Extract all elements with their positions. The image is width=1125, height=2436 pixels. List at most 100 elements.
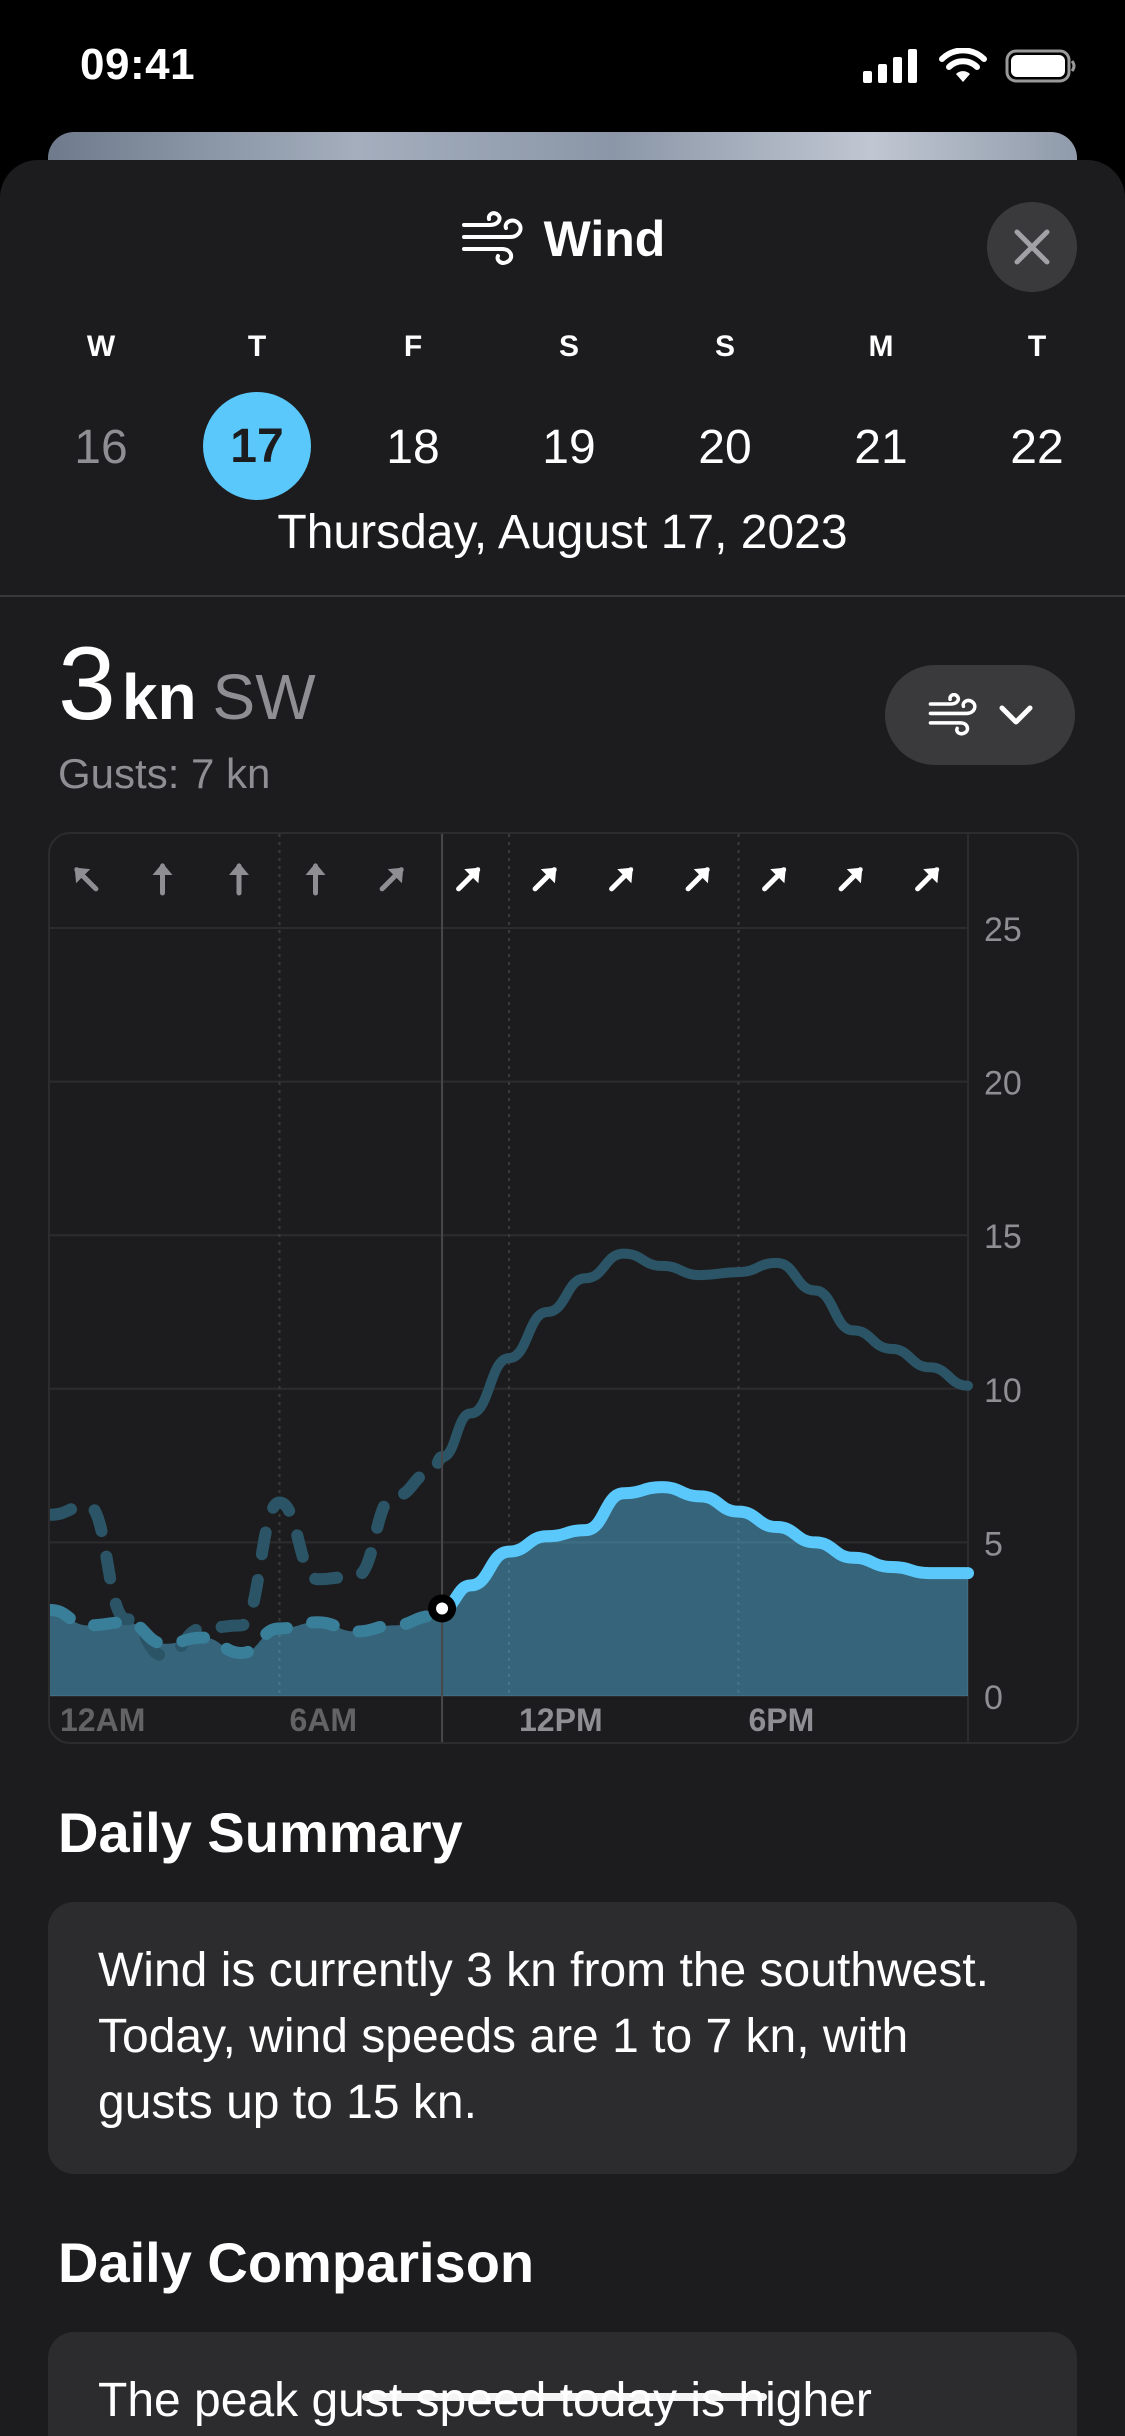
day-column[interactable]: S 20	[670, 330, 780, 474]
daily-summary-text: Wind is currently 3 kn from the southwes…	[98, 1944, 989, 2129]
arrow-head	[846, 867, 863, 884]
x-tick-label: 6AM	[290, 1702, 358, 1738]
daily-comparison-text: The peak gust speed today is higher	[98, 2374, 872, 2427]
current-unit: kn	[121, 661, 197, 733]
direction-arrow-icon	[609, 867, 634, 892]
day-number: 22	[1010, 420, 1064, 474]
direction-arrow-icon	[305, 863, 326, 896]
day-number-wrap: 22	[982, 392, 1092, 502]
day-number: 16	[74, 420, 128, 474]
direction-arrow-icon	[762, 867, 787, 892]
y-tick-label: 10	[984, 1372, 1022, 1410]
full-date: Thursday, August 17, 2023	[277, 506, 848, 559]
metric-selector-button[interactable]	[885, 665, 1075, 765]
current-speed: 3	[58, 626, 116, 742]
day-number-wrap: 18	[358, 392, 468, 502]
y-tick-label: 15	[984, 1218, 1022, 1256]
x-tick-label: 6PM	[749, 1702, 815, 1738]
sheet-title: Wind	[543, 211, 666, 267]
day-of-week: S	[714, 330, 735, 363]
current-gusts: Gusts: 7 kn	[58, 750, 271, 797]
direction-arrow-icon	[379, 867, 404, 892]
y-tick-label: 5	[984, 1525, 1003, 1563]
wifi-icon	[939, 48, 987, 82]
x-tick-label: 12PM	[519, 1702, 603, 1738]
status-bar: 09:41	[0, 0, 1125, 130]
daily-summary-title: Daily Summary	[58, 1801, 463, 1864]
arrow-head	[152, 863, 173, 875]
day-number: 20	[698, 420, 752, 474]
status-icons	[863, 48, 1077, 84]
wind-icon	[461, 211, 523, 265]
y-tick-label: 20	[984, 1065, 1022, 1103]
arrow-head	[229, 863, 249, 875]
daily-comparison-card: The peak gust speed today is higher	[48, 2332, 1077, 2436]
day-of-week: S	[558, 330, 579, 363]
day-column-selected[interactable]: T 17	[202, 330, 312, 500]
wind-icon	[928, 693, 977, 736]
current-direction: SW	[212, 661, 316, 733]
day-number: 19	[542, 420, 596, 474]
day-of-week: T	[247, 330, 267, 363]
wind-sheet: Wind W 16 T 17 F 18 S 19 S 20 M	[0, 160, 1125, 2436]
current-wind-row: 3 kn SW	[58, 632, 316, 736]
sheet-header: Wind	[0, 160, 1125, 292]
direction-arrow-icon	[915, 867, 940, 892]
daily-comparison-title: Daily Comparison	[58, 2231, 535, 2294]
arrow-head	[540, 867, 557, 884]
arrow-head	[693, 867, 710, 884]
day-number-wrap: 21	[826, 392, 936, 502]
day-of-week: M	[868, 330, 894, 363]
chevron-down-icon	[999, 705, 1033, 725]
arrow-head	[74, 867, 91, 884]
text-highlight-bar	[362, 2393, 767, 2401]
x-tick-label: 12AM	[60, 1702, 145, 1738]
cellular-signal-icon	[863, 49, 917, 83]
day-of-week: T	[1027, 330, 1047, 363]
speed-area	[50, 1487, 968, 1696]
day-column[interactable]: M 21	[826, 330, 936, 474]
direction-arrow-icon	[456, 867, 481, 892]
battery-icon	[1005, 49, 1076, 83]
arrow-head	[305, 863, 326, 875]
close-icon	[1014, 229, 1050, 265]
arrow-head	[387, 867, 404, 884]
wind-chart[interactable]: 25 20 15 10 5 0 12AM 6AM 12PM 6PM	[48, 832, 1079, 1744]
selected-day-indicator: 17	[203, 392, 311, 500]
wind-chart-svg: 25 20 15 10 5 0 12AM 6AM 12PM 6PM	[50, 834, 1022, 1742]
gust-line	[437, 1248, 973, 1463]
current-conditions: 3 kn SW Gusts: 7 kn	[58, 632, 316, 798]
daily-summary-card: Wind is currently 3 kn from the southwes…	[48, 1902, 1077, 2174]
day-column[interactable]: W 16	[46, 330, 156, 474]
now-marker-inner	[436, 1602, 449, 1615]
direction-arrow-icon	[685, 867, 710, 892]
y-tick-label: 25	[984, 911, 1022, 949]
arrow-head	[617, 867, 633, 884]
day-number: 18	[386, 420, 440, 474]
y-tick-label: 0	[984, 1679, 1003, 1717]
arrow-head	[770, 867, 786, 884]
direction-arrow-icon	[838, 867, 863, 892]
day-column[interactable]: S 19	[514, 330, 624, 474]
speed-line	[436, 1481, 974, 1615]
day-of-week: F	[403, 330, 423, 363]
arrow-head	[464, 867, 480, 884]
day-number-wrap: 20	[670, 392, 780, 502]
day-number: 17	[230, 419, 284, 473]
direction-arrow-icon	[152, 863, 173, 896]
day-number-wrap: 19	[514, 392, 624, 502]
direction-arrow-icon	[532, 867, 557, 892]
day-number: 21	[854, 420, 908, 474]
gust-line-past	[50, 1451, 449, 1663]
close-button[interactable]	[987, 202, 1077, 292]
sheet-title-wrap: Wind	[0, 210, 1125, 268]
day-number-wrap: 16	[46, 392, 156, 502]
arrow-head	[923, 867, 939, 884]
day-column[interactable]: F 18	[358, 330, 468, 474]
day-of-week: W	[86, 330, 116, 363]
status-time: 09:41	[80, 40, 196, 89]
direction-arrow-icon	[229, 863, 249, 896]
divider	[0, 595, 1125, 597]
direction-arrow-icon	[74, 867, 99, 892]
day-column[interactable]: T 22	[982, 330, 1092, 474]
